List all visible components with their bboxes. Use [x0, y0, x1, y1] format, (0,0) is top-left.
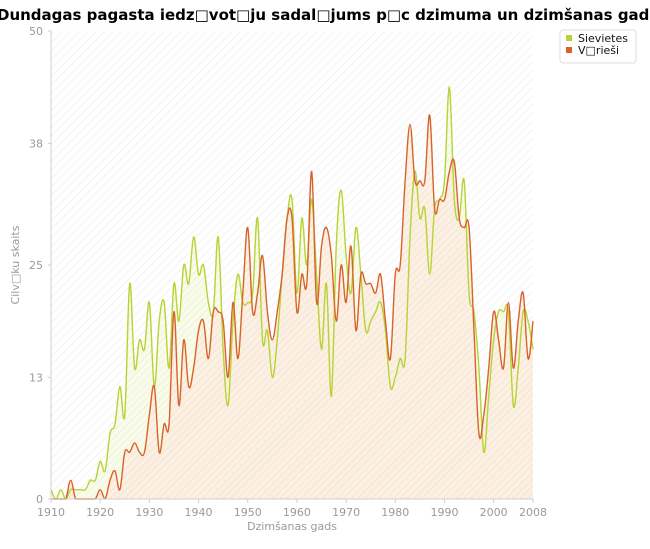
x-tick-label: 1950	[234, 506, 262, 519]
x-tick-label: 1990	[430, 506, 458, 519]
legend-box	[559, 29, 637, 64]
legend: Sievietes V□rieši	[559, 29, 637, 64]
x-axis-label: Dzimšanas gads	[247, 520, 337, 533]
legend-swatch-sievietes	[566, 35, 572, 41]
x-tick-label: 1920	[86, 506, 114, 519]
y-axis-ticks: 0 13 25 38 50	[29, 25, 51, 506]
x-tick-label: 2000	[480, 506, 508, 519]
x-tick-label: 1980	[381, 506, 409, 519]
x-tick-label: 1910	[37, 506, 65, 519]
x-tick-label: 2008	[519, 506, 547, 519]
y-axis-label: Cilv□ku skaits	[9, 225, 22, 304]
x-axis-ticks: 1910 1920 1930 1940 1950 1960 1970 1980 1990 2000…	[37, 499, 547, 519]
legend-label-virieshi: V□rieši	[578, 44, 619, 57]
y-tick-label: 13	[29, 371, 43, 384]
y-tick-label: 38	[29, 137, 43, 150]
area-virieshi	[51, 114, 533, 499]
legend-swatch-virieshi	[566, 47, 572, 53]
y-tick-label: 0	[36, 493, 43, 506]
x-tick-label: 1960	[283, 506, 311, 519]
series-lines	[50, 86, 534, 500]
x-tick-label: 1970	[332, 506, 360, 519]
x-tick-label: 1930	[135, 506, 163, 519]
chart-title: Dundagas pagasta iedz□vot□ju sadal□jums …	[0, 6, 650, 24]
series-areas	[51, 87, 533, 499]
y-tick-label: 50	[29, 25, 43, 38]
y-tick-label: 25	[29, 259, 43, 272]
legend-label-sievietes: Sievietes	[578, 32, 628, 45]
line-virieshi	[51, 114, 534, 500]
x-tick-label: 1940	[185, 506, 213, 519]
